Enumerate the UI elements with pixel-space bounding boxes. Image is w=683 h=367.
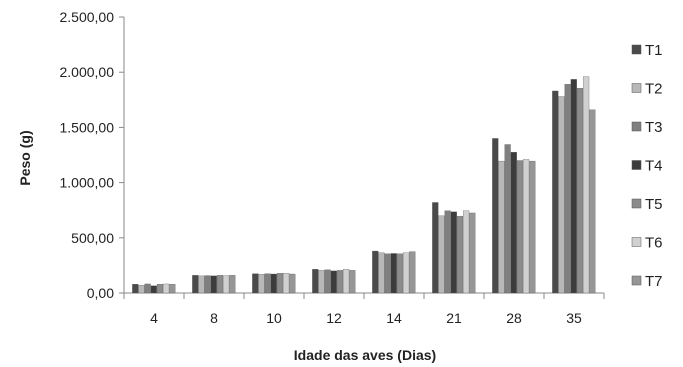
legend-label-t2: T2 [645, 81, 663, 98]
y-tick-label: 0,00 [87, 285, 114, 301]
bar-t3-21 [444, 210, 451, 294]
bar-t2-10 [258, 274, 265, 294]
bar-t2-8 [198, 275, 205, 294]
bar-t5-8 [216, 275, 224, 294]
x-tick-label: 35 [566, 310, 582, 326]
bars [132, 76, 596, 294]
bar-t4-28 [510, 152, 517, 294]
bar-t3-14 [384, 253, 391, 294]
bar-t6-8 [223, 275, 230, 294]
bar-t7-21 [469, 212, 476, 294]
bar-t5-28 [516, 160, 524, 294]
y-axis: 0,00 500,00 1.000,00 1.500,00 2.000,00 2.500,… [60, 9, 125, 301]
legend-swatch-t6 [631, 237, 642, 247]
x-tick-label: 28 [506, 310, 522, 326]
bar-t1-12 [312, 269, 319, 294]
bar-t4-35 [570, 79, 577, 294]
legend-label-t1: T1 [645, 42, 663, 59]
bar-t6-4 [163, 283, 170, 294]
bar-t5-21 [456, 216, 464, 294]
legend-swatch-t5 [631, 198, 642, 209]
legend-swatch-t3 [631, 121, 642, 132]
legend: T1 T2 T3 T4 T5 T6 T7 [631, 42, 663, 290]
bar-t7-10 [289, 273, 296, 294]
y-tick-label: 2.500,00 [60, 9, 115, 25]
bar-t1-10 [252, 273, 259, 294]
bar-t3-10 [264, 273, 271, 294]
legend-swatch-t1 [631, 44, 642, 55]
bar-t3-4 [144, 283, 151, 294]
bar-t5-4 [156, 284, 164, 294]
bar-t4-10 [270, 273, 277, 294]
bar-t7-8 [229, 275, 236, 294]
x-tick-label: 4 [150, 310, 158, 326]
x-tick-label: 8 [210, 310, 218, 326]
bar-t4-8 [210, 275, 217, 294]
bar-t6-35 [583, 76, 590, 294]
y-tick-label: 500,00 [71, 230, 114, 246]
legend-swatch-t4 [631, 160, 642, 170]
y-tick-label: 2.000,00 [60, 64, 115, 80]
bar-t6-21 [463, 210, 470, 294]
y-tick-label: 1.000,00 [60, 175, 115, 191]
x-tick-label: 14 [386, 310, 402, 326]
y-axis-title: Peso (g) [17, 130, 33, 185]
bar-t1-4 [132, 284, 139, 294]
bar-t3-28 [504, 144, 511, 294]
bar-t2-28 [498, 160, 505, 294]
bar-t7-4 [169, 284, 176, 294]
y-tick-label: 1.500,00 [60, 119, 115, 135]
bar-t5-12 [336, 270, 344, 294]
legend-label-t5: T5 [645, 196, 663, 213]
bar-t3-35 [564, 84, 571, 294]
bar-t1-8 [192, 275, 199, 294]
bar-t4-14 [390, 253, 397, 294]
bar-t4-12 [330, 270, 337, 294]
x-axis: 4 8 10 12 14 21 28 35 [123, 292, 605, 326]
bar-t5-14 [396, 253, 404, 294]
bar-t2-4 [138, 285, 145, 294]
bar-t7-14 [409, 251, 416, 294]
bar-t1-28 [492, 138, 499, 294]
bar-t4-4 [150, 285, 157, 294]
bar-t3-12 [324, 269, 331, 294]
x-tick-label: 21 [446, 310, 462, 326]
bar-t6-10 [283, 272, 290, 294]
legend-swatch-t2 [631, 83, 642, 93]
bar-t1-14 [372, 250, 379, 294]
x-axis-title: Idade das aves (Dias) [294, 347, 436, 363]
bar-t6-14 [403, 252, 410, 294]
legend-label-t6: T6 [645, 235, 663, 252]
bar-t7-35 [589, 109, 596, 294]
bar-t6-12 [343, 269, 350, 294]
bar-t2-35 [558, 96, 565, 294]
bar-t6-28 [523, 159, 530, 294]
bar-t2-14 [378, 252, 385, 294]
legend-label-t4: T4 [645, 158, 663, 175]
bar-t1-35 [552, 90, 559, 294]
x-tick-label: 12 [326, 310, 342, 326]
bar-t4-21 [450, 211, 457, 294]
bar-t7-28 [529, 160, 536, 294]
bar-t5-10 [276, 273, 284, 294]
legend-label-t7: T7 [645, 273, 663, 290]
legend-swatch-t7 [631, 275, 642, 286]
bar-t1-21 [432, 202, 439, 294]
bar-t3-8 [204, 275, 211, 294]
x-tick-label: 10 [266, 310, 282, 326]
bar-t2-12 [318, 270, 325, 294]
legend-label-t3: T3 [645, 119, 663, 136]
bar-t2-21 [438, 215, 445, 294]
bar-t5-35 [576, 88, 584, 294]
bar-t7-12 [349, 270, 356, 294]
